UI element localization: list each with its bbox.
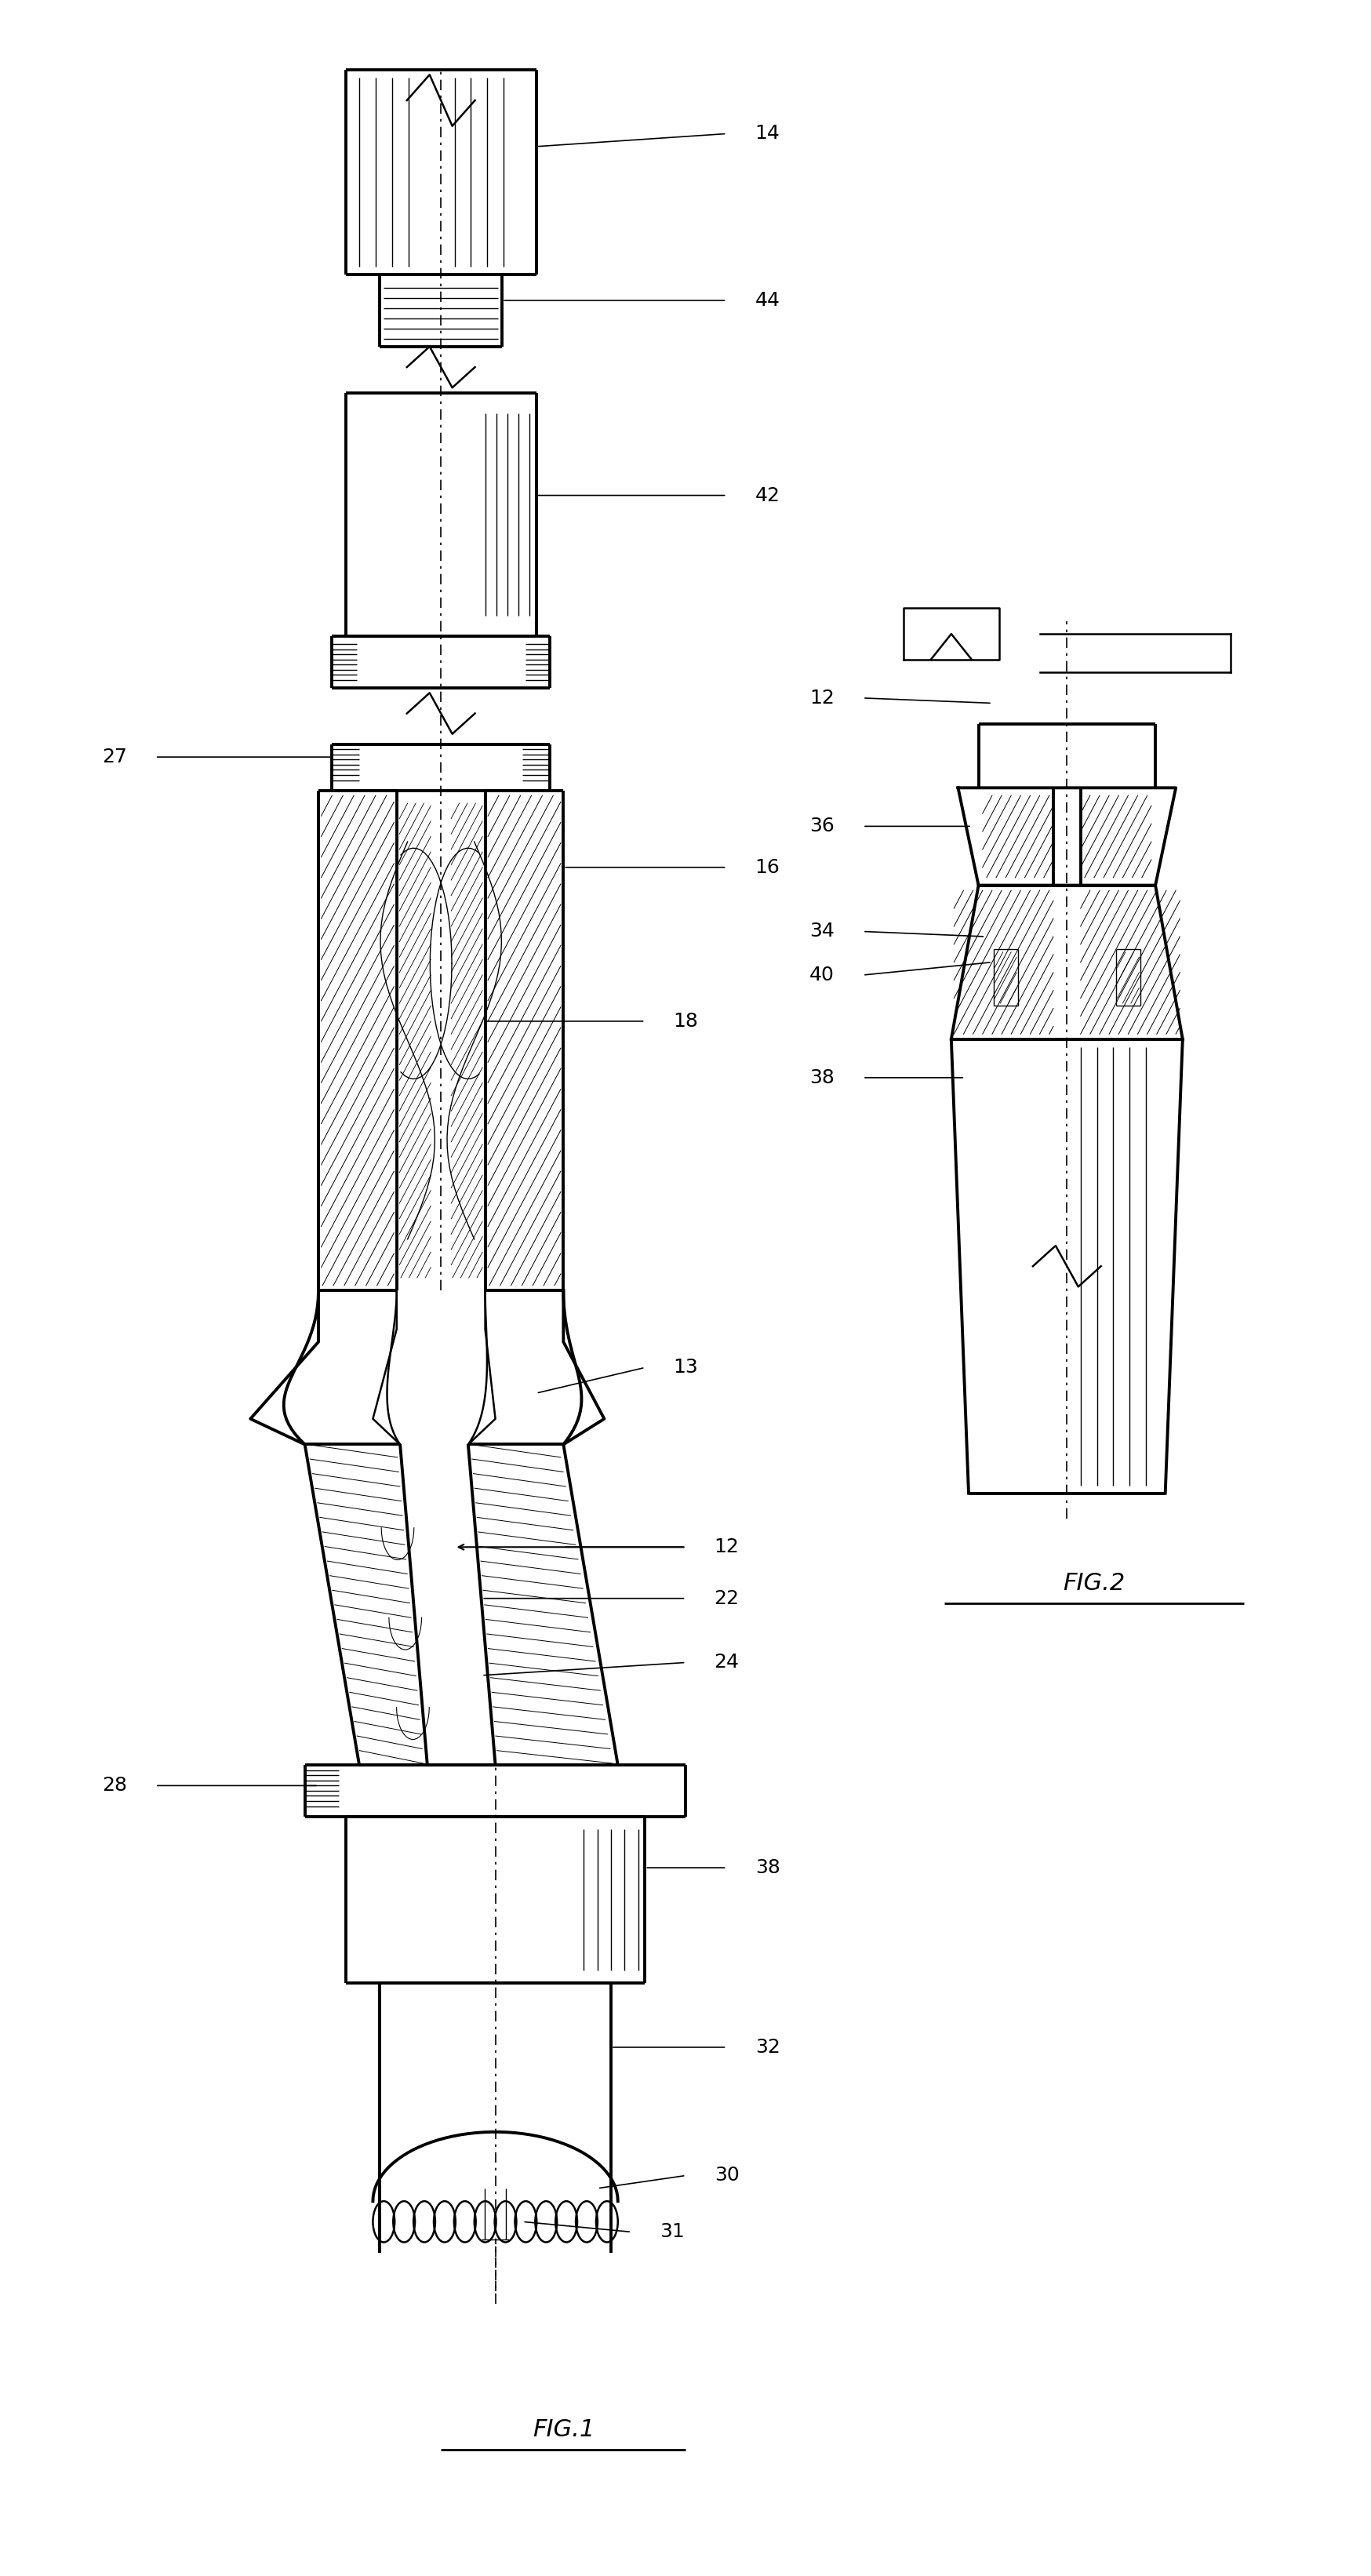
- Text: 16: 16: [754, 858, 780, 876]
- Text: 12: 12: [809, 688, 834, 708]
- Text: 12: 12: [714, 1538, 739, 1556]
- Text: 34: 34: [809, 922, 834, 940]
- Text: 24: 24: [714, 1654, 739, 1672]
- Text: 30: 30: [714, 2166, 739, 2184]
- Text: 44: 44: [754, 291, 780, 309]
- Text: 14: 14: [754, 124, 780, 144]
- Text: 18: 18: [673, 1012, 698, 1030]
- Text: 36: 36: [809, 817, 834, 835]
- Text: 42: 42: [754, 487, 780, 505]
- Text: FIG.2: FIG.2: [1063, 1571, 1124, 1595]
- Text: 28: 28: [101, 1777, 126, 1795]
- Text: 40: 40: [809, 966, 834, 984]
- Text: 22: 22: [714, 1589, 739, 1607]
- Text: 31: 31: [659, 2223, 684, 2241]
- Text: 38: 38: [809, 1069, 834, 1087]
- Text: 13: 13: [673, 1358, 698, 1378]
- Text: FIG.1: FIG.1: [532, 2419, 594, 2442]
- Text: 38: 38: [754, 1857, 780, 1878]
- Text: 27: 27: [101, 747, 126, 768]
- Text: 32: 32: [754, 2038, 780, 2056]
